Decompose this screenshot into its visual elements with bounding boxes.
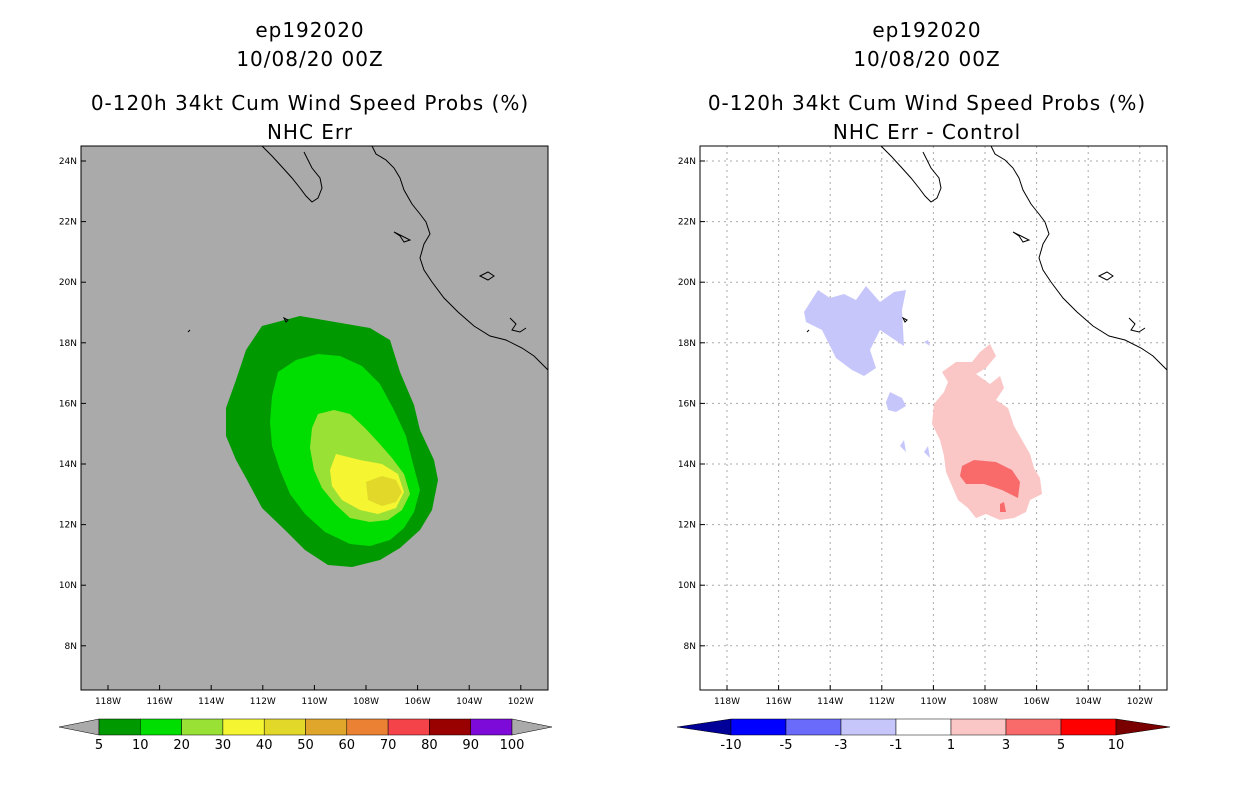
colorbar-label: 10 [132,738,149,753]
lon-label: 110W [920,697,946,707]
left-datetime: 10/08/20 00Z [236,47,384,71]
lat-label: 14N [59,460,77,470]
lat-label: 8N [684,642,696,652]
lon-label: 112W [869,697,895,707]
lon-label: 116W [766,697,792,707]
colorbar-label: -5 [780,738,793,753]
colorbar-label: 1 [947,738,955,753]
left-title: 0-120h 34kt Cum Wind Speed Probs (%) [90,91,530,115]
left-colorbar: 5 10 20 30 40 50 60 70 80 90 100 [58,718,553,753]
right-colorbar: -10 -5 -3 -1 1 3 5 10 [676,718,1171,753]
lon-label: 112W [250,697,276,707]
colorbar-label: 30 [215,738,232,753]
lat-label: 20N [59,278,77,288]
lon-label: 104W [1075,697,1101,707]
lat-label: 18N [59,339,77,349]
lat-label: 18N [678,339,696,349]
right-map-area [699,145,1168,691]
lon-label: 108W [353,697,379,707]
lon-label: 102W [508,697,534,707]
right-gridlines [700,146,1167,690]
lat-label: 20N [678,278,696,288]
diff-positive-strong [960,460,1020,498]
colorbar-over-triangle [1115,718,1171,736]
colorbar-label: 80 [421,738,438,753]
lon-label: 114W [198,697,224,707]
lat-label: 10N [59,581,77,591]
lon-label: 118W [95,697,121,707]
right-datetime: 10/08/20 00Z [853,47,1001,71]
lon-label: 116W [147,697,173,707]
lat-label: 10N [678,581,696,591]
colorbar-label: -1 [890,738,903,753]
colorbar-swatch [730,718,787,736]
colorbar-swatch [1060,718,1117,736]
lon-label: 114W [817,697,843,707]
diff-negative-region-4 [924,446,930,458]
colorbar-label: 10 [1108,738,1125,753]
lon-label: 118W [714,697,740,707]
colorbar-label: 50 [297,738,314,753]
colorbar-swatch [895,718,952,736]
lon-label: 110W [301,697,327,707]
left-subtitle: NHC Err [266,120,354,144]
right-coastline [806,145,1168,371]
lat-label: 8N [65,642,77,652]
lon-label: 102W [1127,697,1153,707]
right-storm-id: ep192020 [872,18,982,42]
colorbar-swatch [1005,718,1062,736]
lat-label: 22N [59,218,77,228]
lon-label: 104W [456,697,482,707]
lat-label: 16N [59,399,77,409]
lat-label: 22N [678,218,696,228]
lat-label: 14N [678,460,696,470]
contour-40 [366,476,402,506]
colorbar-label: -3 [835,738,848,753]
colorbar-swatch [950,718,1007,736]
colorbar-label: 5 [1057,738,1065,753]
lat-label: 24N [59,157,77,167]
diff-negative-region-3 [900,440,906,452]
left-storm-id: ep192020 [255,18,365,42]
lon-label: 106W [405,697,431,707]
colorbar-label: 5 [95,738,103,753]
diff-negative-region-1 [804,286,906,376]
lon-label: 106W [1024,697,1050,707]
lat-label: 16N [678,399,696,409]
diff-negative-region-2 [886,392,906,412]
right-title: 0-120h 34kt Cum Wind Speed Probs (%) [707,91,1147,115]
lat-label: 12N [678,521,696,531]
colorbar-swatch [840,718,897,736]
colorbar-label: 40 [256,738,273,753]
colorbar-swatch [785,718,842,736]
lon-label: 108W [972,697,998,707]
colorbar-label: 3 [1002,738,1010,753]
left-map-area [80,145,549,691]
left-axes: 24N 22N 20N 18N 16N 14N 12N 10N 8N 118W 116W 114W 11… [59,157,534,707]
colorbar-under-triangle [676,718,732,736]
diff-negative-region-5 [924,340,930,346]
colorbar-label: 20 [173,738,190,753]
right-axes: 24N 22N 20N 18N 16N 14N 12N 10N 8N 118W 116W 114W 11… [678,157,1153,707]
colorbar-label: 90 [462,738,479,753]
right-subtitle: NHC Err - Control [832,120,1022,144]
diff-positive-strong-2 [1000,502,1006,512]
colorbar-label: 70 [380,738,397,753]
left-coastline [187,145,549,371]
colorbar-label: 60 [339,738,356,753]
lat-label: 12N [59,521,77,531]
colorbar-label: -10 [720,738,741,753]
colorbar-over-triangle [511,718,553,736]
lat-label: 24N [678,157,696,167]
colorbar-label: 100 [500,738,525,753]
